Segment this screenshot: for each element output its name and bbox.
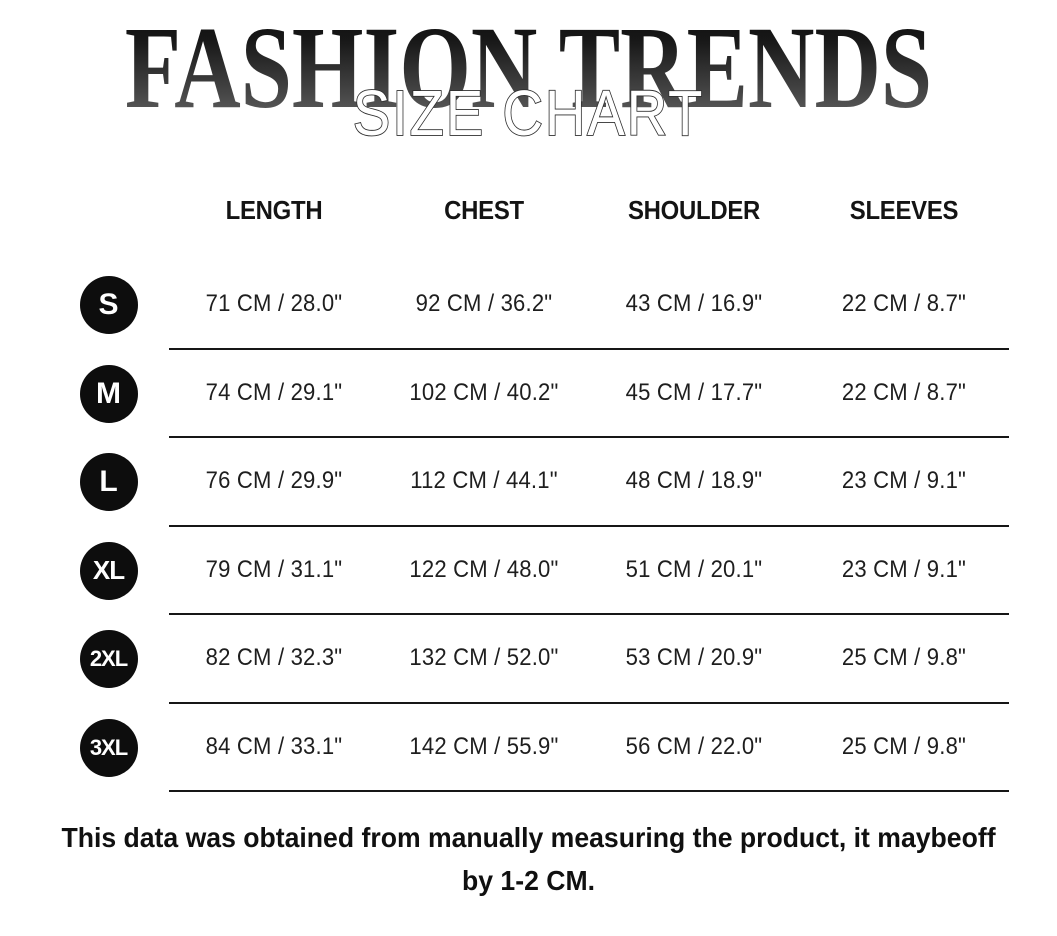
chest-cell: 112 CM / 44.1" xyxy=(409,467,558,495)
row-data: 82 CM / 32.3" 132 CM / 52.0" 53 CM / 20.… xyxy=(168,615,1009,704)
sleeves-cell: 23 CM / 9.1" xyxy=(841,555,966,583)
title-block: FASHION TRENDS SIZE CHART xyxy=(0,0,1057,172)
row-data: 76 CM / 29.9" 112 CM / 44.1" 48 CM / 18.… xyxy=(168,438,1009,527)
sleeves-cell: 22 CM / 8.7" xyxy=(841,378,966,406)
badge-cell: M xyxy=(49,350,169,439)
footer-line-1: This data was obtained from manually mea… xyxy=(61,822,996,853)
length-cell: 79 CM / 31.1" xyxy=(205,555,342,583)
sleeves-cell: 25 CM / 9.8" xyxy=(841,644,966,672)
shoulder-cell: 48 CM / 18.9" xyxy=(625,467,762,495)
length-cell: 82 CM / 32.3" xyxy=(205,644,342,672)
row-data: 79 CM / 31.1" 122 CM / 48.0" 51 CM / 20.… xyxy=(168,527,1009,615)
sleeves-cell: 25 CM / 9.8" xyxy=(841,732,966,760)
row-data: 84 CM / 33.1" 142 CM / 55.9" 56 CM / 22.… xyxy=(168,704,1009,792)
length-cell: 71 CM / 28.0" xyxy=(205,290,342,318)
column-header-chest: CHEST xyxy=(443,194,524,225)
badge-cell: 3XL xyxy=(49,704,169,793)
size-badge-3xl: 3XL xyxy=(79,718,138,777)
shoulder-cell: 56 CM / 22.0" xyxy=(625,732,762,760)
chest-cell: 102 CM / 40.2" xyxy=(408,378,559,406)
sleeves-cell: 22 CM / 8.7" xyxy=(841,290,966,318)
row-data: 74 CM / 29.1" 102 CM / 40.2" 45 CM / 17.… xyxy=(168,350,1009,438)
table-rows: S 71 CM / 28.0" 92 CM / 36.2" 43 CM / 16… xyxy=(49,261,1009,792)
shoulder-cell: 51 CM / 20.1" xyxy=(625,555,762,583)
badge-cell: XL xyxy=(49,527,169,616)
length-cell: 76 CM / 29.9" xyxy=(205,467,342,495)
table-header-row: LENGTH CHEST SHOULDER SLEEVES xyxy=(49,172,1009,248)
chest-cell: 92 CM / 36.2" xyxy=(415,290,552,318)
table-row-2xl: 2XL 82 CM / 32.3" 132 CM / 52.0" 53 CM /… xyxy=(49,615,1009,704)
length-cell: 74 CM / 29.1" xyxy=(205,378,342,406)
column-header-shoulder: SHOULDER xyxy=(627,194,760,225)
chest-cell: 142 CM / 55.9" xyxy=(408,732,559,760)
shoulder-cell: 45 CM / 17.7" xyxy=(625,378,762,406)
size-badge-m: M xyxy=(79,364,138,423)
size-chart-table: LENGTH CHEST SHOULDER SLEEVES S 71 CM / … xyxy=(49,172,1009,792)
shoulder-cell: 53 CM / 20.9" xyxy=(625,644,762,672)
table-row-m: M 74 CM / 29.1" 102 CM / 40.2" 45 CM / 1… xyxy=(49,350,1009,439)
size-badge-2xl: 2XL xyxy=(79,630,138,689)
chest-cell: 132 CM / 52.0" xyxy=(408,644,559,672)
table-row-s: S 71 CM / 28.0" 92 CM / 36.2" 43 CM / 16… xyxy=(49,261,1009,350)
table-row-xl: XL 79 CM / 31.1" 122 CM / 48.0" 51 CM / … xyxy=(49,527,1009,616)
size-badge-s: S xyxy=(79,276,138,335)
badge-cell: 2XL xyxy=(49,615,169,704)
size-badge-xl: XL xyxy=(79,541,138,600)
length-cell: 84 CM / 33.1" xyxy=(205,732,342,760)
footer-note: This data was obtained from manually mea… xyxy=(0,816,1057,903)
row-data: 71 CM / 28.0" 92 CM / 36.2" 43 CM / 16.9… xyxy=(168,261,1009,350)
chest-cell: 122 CM / 48.0" xyxy=(408,555,559,583)
badge-cell: S xyxy=(49,261,169,350)
table-row-3xl: 3XL 84 CM / 33.1" 142 CM / 55.9" 56 CM /… xyxy=(49,704,1009,793)
page-root: FASHION TRENDS SIZE CHART LENGTH CHEST S… xyxy=(0,0,1057,903)
brand-title: FASHION TRENDS xyxy=(116,0,940,136)
column-header-sleeves: SLEEVES xyxy=(849,194,958,225)
size-badge-l: L xyxy=(79,453,138,512)
table-row-l: L 76 CM / 29.9" 112 CM / 44.1" 48 CM / 1… xyxy=(49,438,1009,527)
shoulder-cell: 43 CM / 16.9" xyxy=(625,290,762,318)
size-chart-subtitle: SIZE CHART xyxy=(352,76,705,150)
footer-line-2: by 1-2 CM. xyxy=(461,865,596,897)
sleeves-cell: 23 CM / 9.1" xyxy=(841,467,966,495)
column-header-length: LENGTH xyxy=(225,194,322,225)
badge-cell: L xyxy=(49,438,169,527)
